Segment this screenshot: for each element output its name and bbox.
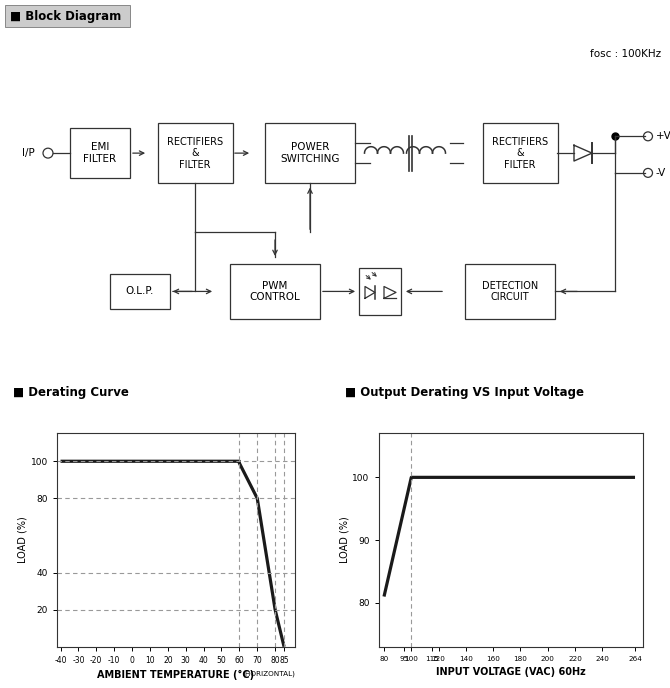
Bar: [265, 123, 355, 183]
Bar: [70, 129, 130, 178]
X-axis label: AMBIENT TEMPERATURE (°C): AMBIENT TEMPERATURE (°C): [97, 670, 255, 680]
Text: RECTIFIERS
&
FILTER: RECTIFIERS & FILTER: [167, 136, 223, 170]
Text: POWER
SWITCHING: POWER SWITCHING: [280, 142, 340, 164]
Text: (HORIZONTAL): (HORIZONTAL): [242, 671, 295, 677]
Text: RECTIFIERS
&
FILTER: RECTIFIERS & FILTER: [492, 136, 548, 170]
Text: -V: -V: [656, 168, 666, 178]
Text: I/P: I/P: [21, 148, 34, 158]
Text: ■ Output Derating VS Input Voltage: ■ Output Derating VS Input Voltage: [345, 387, 584, 399]
Text: ■ Derating Curve: ■ Derating Curve: [13, 387, 129, 399]
Bar: [359, 268, 401, 315]
Bar: [110, 274, 170, 309]
Bar: [230, 264, 320, 319]
Bar: [157, 123, 232, 183]
Y-axis label: LOAD (%): LOAD (%): [340, 517, 350, 563]
X-axis label: INPUT VOLTAGE (VAC) 60Hz: INPUT VOLTAGE (VAC) 60Hz: [436, 667, 586, 677]
Bar: [482, 123, 557, 183]
Bar: [5, 5, 130, 27]
Text: ■ Block Diagram: ■ Block Diagram: [10, 10, 121, 23]
Text: EMI
FILTER: EMI FILTER: [84, 142, 117, 164]
Bar: [465, 264, 555, 319]
Y-axis label: LOAD (%): LOAD (%): [18, 517, 28, 563]
Text: +V: +V: [656, 131, 670, 141]
Text: PWM
CONTROL: PWM CONTROL: [250, 281, 300, 302]
Text: O.L.P.: O.L.P.: [126, 286, 154, 297]
Text: fosc : 100KHz: fosc : 100KHz: [590, 50, 661, 59]
Text: DETECTION
CIRCUIT: DETECTION CIRCUIT: [482, 281, 538, 302]
